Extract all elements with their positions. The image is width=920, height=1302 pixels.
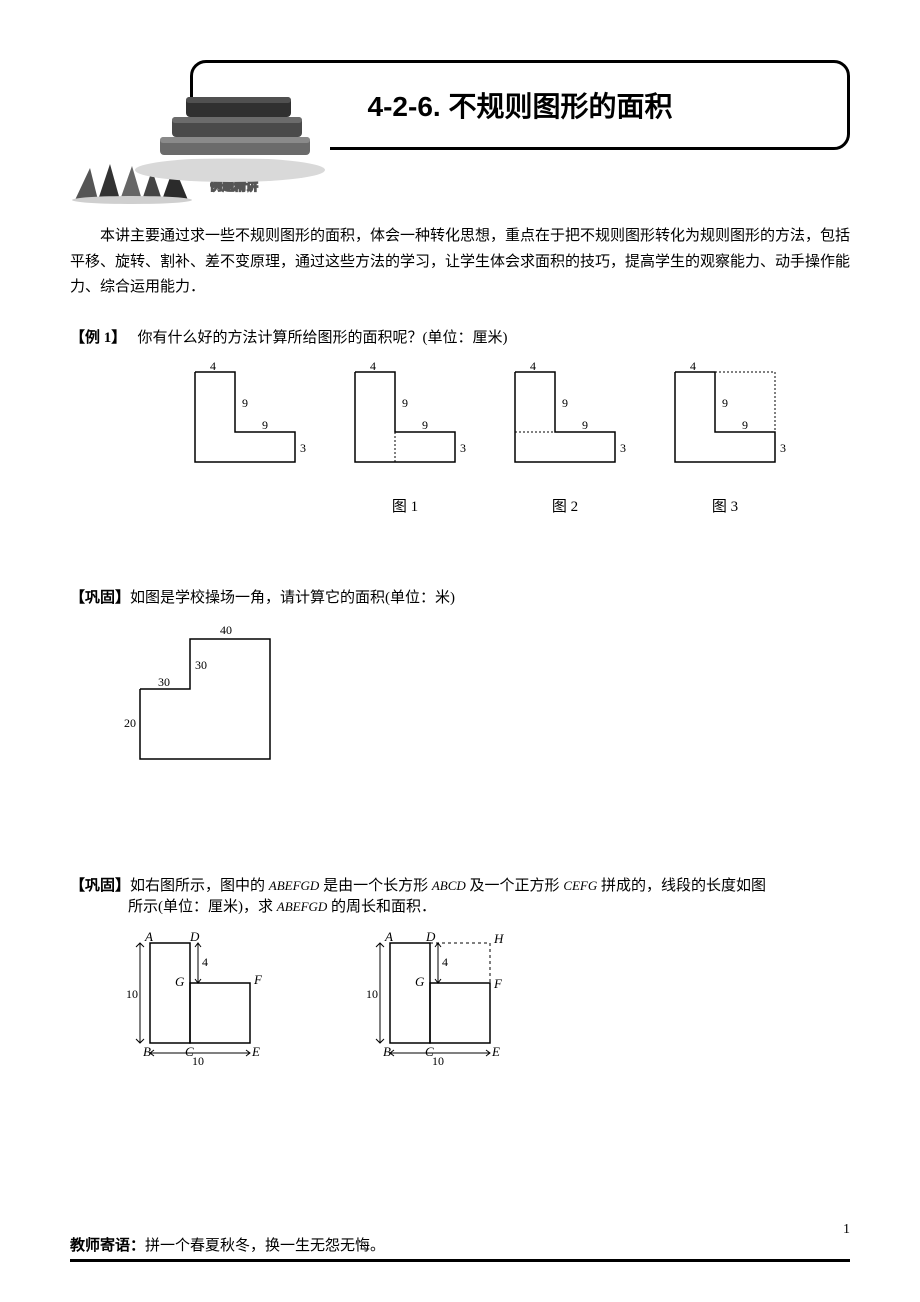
gonggu1-label: 【巩固】 [70, 590, 130, 606]
footer: 教师寄语：拼一个春夏秋冬，换一生无怨无悔。 1 [70, 1234, 850, 1262]
svg-text:F: F [493, 976, 503, 991]
svg-text:10: 10 [432, 1054, 444, 1068]
gonggu2-fig-right: A D H B C E F G 10 4 [360, 928, 540, 1068]
example-1-label: 【例 1】 [70, 330, 126, 346]
gonggu2-fig-left: A D B C E F G 10 4 1 [120, 928, 280, 1068]
gonggu1-figure: 40 30 30 20 [120, 619, 850, 774]
svg-text:G: G [415, 974, 425, 989]
svg-text:9: 9 [582, 418, 588, 432]
svg-text:4: 4 [202, 955, 208, 969]
svg-text:E: E [251, 1044, 260, 1059]
svg-text:9: 9 [742, 418, 748, 432]
fig1-caption: 图 1 [340, 495, 470, 516]
svg-text:4: 4 [370, 362, 376, 373]
svg-text:10: 10 [126, 987, 138, 1001]
svg-text:B: B [143, 1044, 151, 1059]
svg-text:B: B [383, 1044, 391, 1059]
fig-3: 4 9 9 3 图 3 [660, 362, 790, 516]
page-number: 1 [843, 1222, 850, 1238]
svg-text:10: 10 [192, 1054, 204, 1068]
svg-text:9: 9 [402, 396, 408, 410]
fig3-caption: 图 3 [660, 495, 790, 516]
svg-text:H: H [493, 931, 504, 946]
svg-text:3: 3 [620, 441, 626, 455]
dim-20: 20 [124, 716, 136, 730]
svg-text:D: D [189, 929, 200, 944]
dim-30b: 30 [158, 675, 170, 689]
svg-text:9: 9 [422, 418, 428, 432]
intro-paragraph: 本讲主要通过求一些不规则图形的面积，体会一种转化思想，重点在于把不规则图形转化为… [70, 224, 850, 301]
svg-text:G: G [175, 974, 185, 989]
svg-text:3: 3 [460, 441, 466, 455]
svg-text:4: 4 [442, 955, 448, 969]
gonggu2-label: 【巩固】 [70, 878, 130, 894]
example-1-text: 你有什么好的方法计算所给图形的面积呢？(单位：厘米) [138, 330, 508, 346]
footer-rule [70, 1259, 850, 1262]
dim-right: 3 [300, 441, 306, 455]
dim-mid: 9 [262, 418, 268, 432]
header: 4-2-6. 不规则图形的面积 [190, 60, 850, 150]
svg-text:9: 9 [562, 396, 568, 410]
svg-text:A: A [144, 929, 153, 944]
lesson-title: 4-2-6. 不规则图形的面积 [368, 91, 673, 122]
gonggu2-line1: 如右图所示，图中的 ABEFGD 是由一个长方形 ABCD 及一个正方形 CEF… [130, 878, 766, 894]
fig2-caption: 图 2 [500, 495, 630, 516]
page: 4-2-6. 不规则图形的面积 例 [0, 0, 920, 1302]
dim-top: 4 [210, 362, 216, 373]
footer-motto: 拼一个春夏秋冬，换一生无怨无悔。 [145, 1238, 385, 1254]
books-icon [120, 75, 330, 190]
svg-text:3: 3 [780, 441, 786, 455]
svg-text:D: D [425, 929, 436, 944]
example-1-figures: 4 9 9 3 4 9 9 3 图 1 [120, 362, 850, 516]
svg-text:F: F [253, 972, 263, 987]
gonggu-1: 【巩固】如图是学校操场一角，请计算它的面积(单位：米) 40 30 30 20 [70, 586, 850, 774]
fig-1: 4 9 9 3 图 1 [340, 362, 470, 516]
gonggu-2: 【巩固】如右图所示，图中的 ABEFGD 是由一个长方形 ABCD 及一个正方形… [70, 874, 850, 1068]
fig-2: 4 9 9 3 图 2 [500, 362, 630, 516]
fig-original: 4 9 9 3 [180, 362, 310, 516]
svg-text:E: E [491, 1044, 500, 1059]
gonggu2-figures: A D B C E F G 10 4 1 [120, 928, 850, 1068]
dim-40: 40 [220, 623, 232, 637]
svg-text:A: A [384, 929, 393, 944]
svg-text:4: 4 [530, 362, 536, 373]
svg-text:10: 10 [366, 987, 378, 1001]
svg-text:4: 4 [690, 362, 696, 373]
dim-30a: 30 [195, 658, 207, 672]
example-1: 【例 1】 你有什么好的方法计算所给图形的面积呢？(单位：厘米) 4 9 9 3… [70, 326, 850, 516]
svg-text:9: 9 [722, 396, 728, 410]
gonggu1-text: 如图是学校操场一角，请计算它的面积(单位：米) [130, 590, 455, 606]
dim-left: 9 [242, 396, 248, 410]
gonggu2-line2: 所示(单位：厘米)，求 ABEFGD 的周长和面积． [70, 895, 850, 916]
footer-label: 教师寄语： [70, 1238, 145, 1254]
